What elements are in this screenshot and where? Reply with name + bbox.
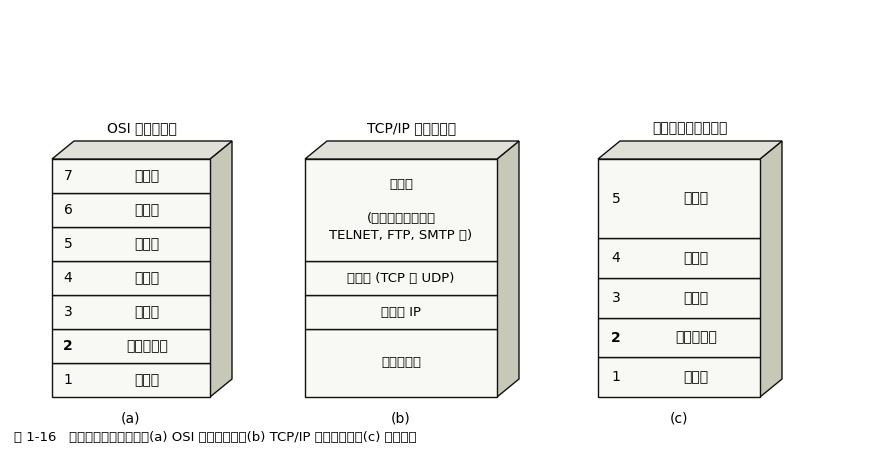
Polygon shape — [52, 227, 210, 261]
Text: 1: 1 — [63, 373, 73, 387]
Text: TCP/IP 的体系结构: TCP/IP 的体系结构 — [367, 121, 457, 135]
Text: 会话层: 会话层 — [134, 237, 160, 251]
Polygon shape — [598, 159, 760, 238]
Polygon shape — [305, 329, 497, 397]
Text: 2: 2 — [63, 339, 73, 353]
Text: 应用层

(各种应用层协议如
TELNET, FTP, SMTP 等): 应用层 (各种应用层协议如 TELNET, FTP, SMTP 等) — [330, 178, 473, 242]
Text: 网络层: 网络层 — [683, 291, 709, 305]
Text: (a): (a) — [121, 411, 140, 425]
Text: 运输层: 运输层 — [683, 251, 709, 265]
Polygon shape — [52, 363, 210, 397]
Polygon shape — [305, 261, 497, 295]
Text: 物理层: 物理层 — [134, 373, 160, 387]
Text: 4: 4 — [611, 251, 620, 265]
Text: 网络层: 网络层 — [134, 305, 160, 319]
Text: 表示层: 表示层 — [134, 203, 160, 217]
Text: 5: 5 — [64, 237, 73, 251]
Text: 运输层 (TCP 或 UDP): 运输层 (TCP 或 UDP) — [347, 272, 454, 285]
Text: 3: 3 — [611, 291, 620, 305]
Text: 7: 7 — [64, 169, 73, 183]
Text: 1: 1 — [611, 370, 620, 384]
Text: 网络接口层: 网络接口层 — [381, 357, 421, 370]
Text: 数据链路层: 数据链路层 — [126, 339, 168, 353]
Polygon shape — [52, 261, 210, 295]
Polygon shape — [598, 317, 760, 357]
Text: 3: 3 — [64, 305, 73, 319]
Polygon shape — [52, 295, 210, 329]
Text: 图 1-16   计算机网络体系结构：(a) OSI 的七层协议；(b) TCP/IP 的四层协议；(c) 五层协议: 图 1-16 计算机网络体系结构：(a) OSI 的七层协议；(b) TCP/I… — [14, 431, 417, 444]
Polygon shape — [497, 141, 519, 397]
Polygon shape — [598, 238, 760, 278]
Polygon shape — [210, 141, 232, 397]
Polygon shape — [598, 278, 760, 317]
Text: 运输层: 运输层 — [134, 271, 160, 285]
Text: OSI 的体系结构: OSI 的体系结构 — [107, 121, 177, 135]
Polygon shape — [598, 141, 782, 159]
Polygon shape — [305, 141, 519, 159]
Text: 物理层: 物理层 — [683, 370, 709, 384]
Text: (c): (c) — [670, 411, 688, 425]
Polygon shape — [52, 159, 210, 193]
Text: 应用层: 应用层 — [134, 169, 160, 183]
Text: 应用层: 应用层 — [683, 192, 709, 206]
Polygon shape — [305, 295, 497, 329]
Text: 网际层 IP: 网际层 IP — [381, 305, 421, 318]
Text: 五层协议的体系结构: 五层协议的体系结构 — [652, 121, 728, 135]
Polygon shape — [52, 329, 210, 363]
Text: 5: 5 — [611, 192, 620, 206]
Text: 数据链路层: 数据链路层 — [675, 330, 717, 344]
Text: 2: 2 — [611, 330, 621, 344]
Polygon shape — [305, 159, 497, 261]
Polygon shape — [52, 141, 232, 159]
Text: (b): (b) — [391, 411, 411, 425]
Text: 4: 4 — [64, 271, 73, 285]
Text: 6: 6 — [63, 203, 73, 217]
Polygon shape — [598, 357, 760, 397]
Polygon shape — [52, 193, 210, 227]
Polygon shape — [760, 141, 782, 397]
